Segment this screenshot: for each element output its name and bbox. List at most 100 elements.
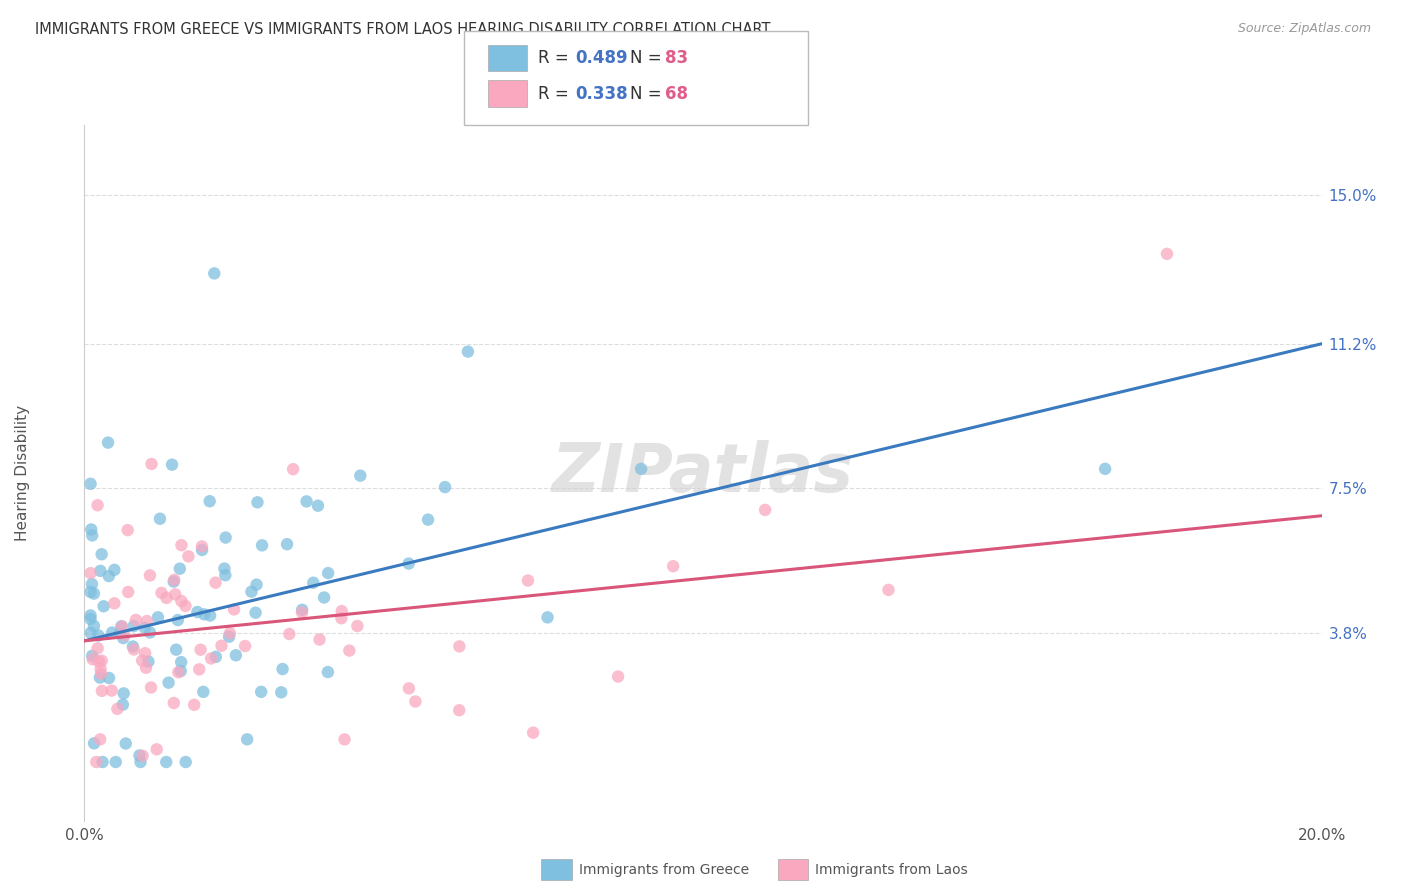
Point — [170, 538, 193, 552]
Point — [333, 732, 356, 747]
Point — [186, 605, 208, 619]
Point — [434, 480, 457, 494]
Point — [398, 681, 420, 696]
Point — [281, 462, 304, 476]
Text: N =: N = — [630, 49, 666, 67]
Point — [174, 755, 197, 769]
Point — [163, 573, 186, 587]
Point — [86, 755, 108, 769]
Point — [204, 575, 226, 590]
Point — [91, 755, 114, 769]
Point — [166, 613, 188, 627]
Point — [449, 640, 471, 654]
Point — [122, 619, 145, 633]
Point — [291, 603, 314, 617]
Point — [188, 662, 211, 676]
Point — [103, 563, 125, 577]
Point — [536, 610, 558, 624]
Point — [337, 643, 360, 657]
Point — [112, 686, 135, 700]
Point — [278, 627, 301, 641]
Point — [316, 665, 339, 679]
Point — [214, 561, 236, 575]
Point — [100, 683, 122, 698]
Point — [250, 685, 273, 699]
Point — [404, 694, 426, 708]
Point — [276, 537, 298, 551]
Point — [307, 499, 329, 513]
Point — [225, 648, 247, 663]
Point — [202, 267, 225, 281]
Point — [139, 625, 162, 640]
Point — [200, 651, 222, 665]
Point — [190, 642, 212, 657]
Point — [314, 591, 336, 605]
Point — [80, 577, 103, 591]
Point — [193, 607, 215, 622]
Point — [877, 582, 900, 597]
Point — [90, 654, 112, 668]
Point — [607, 669, 630, 683]
Point — [198, 608, 221, 623]
Point — [105, 702, 128, 716]
Point — [270, 685, 292, 699]
Point — [89, 671, 111, 685]
Point — [90, 666, 112, 681]
Point — [108, 626, 131, 640]
Text: Immigrants from Greece: Immigrants from Greece — [579, 863, 749, 877]
Point — [349, 468, 371, 483]
Point — [218, 630, 240, 644]
Point — [214, 568, 236, 582]
Text: Immigrants from Laos: Immigrants from Laos — [815, 863, 969, 877]
Point — [245, 606, 267, 620]
Text: R =: R = — [538, 85, 575, 103]
Point — [97, 435, 120, 450]
Point — [149, 512, 172, 526]
Point — [330, 604, 353, 618]
Point — [316, 566, 339, 580]
Point — [128, 748, 150, 763]
Point — [662, 559, 685, 574]
Point — [135, 614, 157, 628]
Point — [139, 568, 162, 582]
Text: ZIPatlas: ZIPatlas — [553, 440, 853, 506]
Point — [87, 628, 110, 642]
Point — [240, 584, 263, 599]
Point — [139, 681, 162, 695]
Point — [416, 513, 439, 527]
Point — [193, 685, 215, 699]
Point — [449, 703, 471, 717]
Point — [174, 599, 197, 613]
Point — [167, 665, 190, 680]
Point — [170, 594, 193, 608]
Point — [114, 737, 136, 751]
Point — [516, 574, 538, 588]
Point — [135, 661, 157, 675]
Point — [160, 458, 183, 472]
Point — [236, 732, 259, 747]
Point — [198, 494, 221, 508]
Point — [214, 531, 236, 545]
Point — [131, 748, 153, 763]
Point — [79, 608, 101, 623]
Point — [79, 566, 101, 581]
Point — [80, 523, 103, 537]
Point — [111, 698, 134, 712]
Point — [79, 585, 101, 599]
Point — [183, 698, 205, 712]
Point — [93, 599, 115, 614]
Point — [86, 641, 108, 656]
Point — [86, 498, 108, 512]
Point — [103, 596, 125, 610]
Point — [111, 619, 134, 633]
Point — [211, 639, 233, 653]
Point — [83, 619, 105, 633]
Point — [90, 547, 112, 561]
Text: 0.338: 0.338 — [575, 85, 627, 103]
Point — [295, 494, 318, 508]
Point — [169, 562, 191, 576]
Point — [89, 732, 111, 747]
Point — [82, 528, 104, 542]
Point — [138, 655, 160, 669]
Point — [271, 662, 294, 676]
